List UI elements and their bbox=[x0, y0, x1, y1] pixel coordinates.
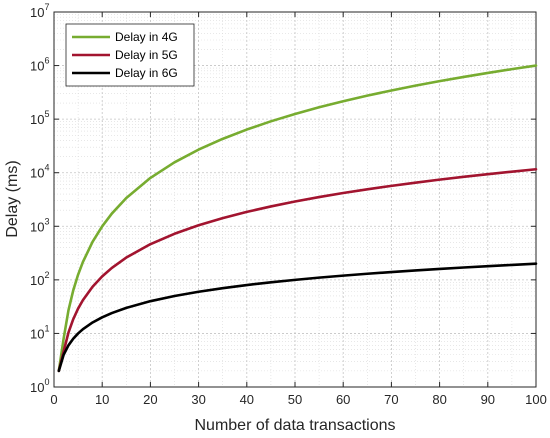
x-tick-label: 90 bbox=[481, 392, 495, 407]
y-tick-label: 100 bbox=[30, 377, 49, 395]
x-tick-label: 100 bbox=[525, 392, 547, 407]
x-tick-label: 0 bbox=[50, 392, 57, 407]
y-tick-label: 101 bbox=[30, 323, 49, 341]
y-tick-label: 105 bbox=[30, 109, 49, 127]
y-tick-exponent: 6 bbox=[44, 56, 49, 66]
y-tick-label: 104 bbox=[30, 163, 49, 181]
x-tick-label: 10 bbox=[95, 392, 109, 407]
y-tick-base: 10 bbox=[30, 59, 44, 74]
y-tick-base: 10 bbox=[30, 326, 44, 341]
x-tick-label: 70 bbox=[384, 392, 398, 407]
y-tick-base: 10 bbox=[30, 380, 44, 395]
series-line-3 bbox=[57, 262, 538, 373]
y-tick-exponent: 7 bbox=[44, 2, 49, 12]
y-tick-exponent: 4 bbox=[44, 163, 49, 173]
y-tick-label: 103 bbox=[30, 216, 49, 234]
ticks: 0 10 20 30 40 50 60 70 80 90 100100101102103104105… bbox=[30, 2, 547, 407]
y-tick-base: 10 bbox=[30, 5, 44, 20]
x-tick-label: 20 bbox=[143, 392, 157, 407]
x-axis-title: Number of data transactions bbox=[195, 417, 396, 434]
y-tick-base: 10 bbox=[30, 112, 44, 127]
x-tick-label: 30 bbox=[191, 392, 205, 407]
y-tick-exponent: 3 bbox=[44, 216, 49, 226]
x-tick-label: 80 bbox=[432, 392, 446, 407]
series bbox=[57, 64, 538, 373]
y-tick-label: 102 bbox=[30, 270, 49, 288]
x-tick-label: 40 bbox=[240, 392, 254, 407]
y-tick-exponent: 5 bbox=[44, 109, 49, 119]
y-tick-label: 106 bbox=[30, 56, 49, 74]
y-tick-base: 10 bbox=[30, 219, 44, 234]
grid bbox=[54, 12, 536, 387]
y-tick-exponent: 0 bbox=[44, 377, 49, 387]
legend: Delay in 4G Delay in 5G Delay in 6G bbox=[65, 23, 195, 87]
x-tick-label: 60 bbox=[336, 392, 350, 407]
legend-label-2: Delay in 5G bbox=[115, 48, 178, 62]
y-tick-label: 107 bbox=[30, 2, 49, 20]
y-tick-exponent: 1 bbox=[44, 323, 49, 333]
x-tick-label: 50 bbox=[288, 392, 302, 407]
y-tick-base: 10 bbox=[30, 166, 44, 181]
y-tick-exponent: 2 bbox=[44, 270, 49, 280]
y-tick-base: 10 bbox=[30, 273, 44, 288]
legend-label-1: Delay in 4G bbox=[115, 30, 178, 44]
y-axis-title: Delay (ms) bbox=[4, 160, 21, 237]
series-line-1 bbox=[57, 64, 538, 373]
legend-label-3: Delay in 6G bbox=[115, 66, 178, 80]
series-line-2 bbox=[57, 167, 538, 373]
